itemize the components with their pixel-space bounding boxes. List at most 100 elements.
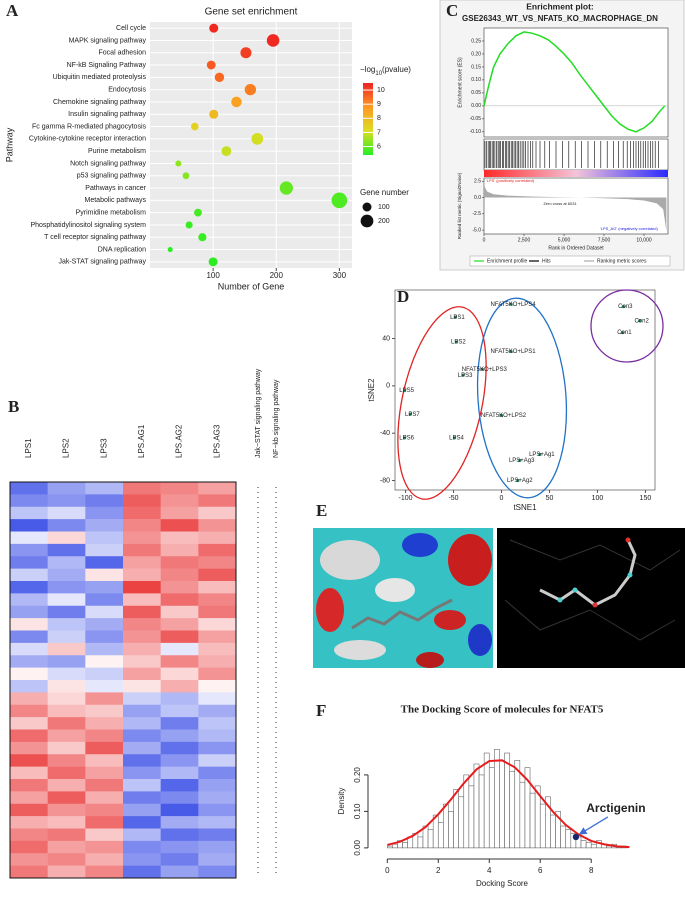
heat-cell bbox=[160, 704, 199, 718]
heat-cell bbox=[123, 519, 161, 532]
heat-cell bbox=[47, 754, 86, 767]
heat-cell bbox=[47, 568, 86, 582]
heat-cell bbox=[160, 543, 199, 557]
heat-cell bbox=[10, 840, 48, 854]
heat-cell bbox=[47, 605, 86, 619]
point bbox=[221, 146, 232, 157]
heat-cell bbox=[85, 766, 124, 780]
heat-cell bbox=[123, 754, 161, 767]
heat-cell bbox=[10, 853, 48, 866]
heat-cell bbox=[198, 519, 237, 532]
atom bbox=[592, 602, 598, 608]
heat-cell bbox=[198, 630, 237, 644]
point bbox=[214, 72, 225, 83]
category-label: Insulin signaling pathway bbox=[68, 111, 146, 118]
heat-cell bbox=[123, 655, 161, 668]
category-label: Pyrimidine metabolism bbox=[76, 209, 147, 216]
heat-cell bbox=[47, 655, 86, 668]
heat-cell bbox=[160, 779, 199, 792]
heat-cell bbox=[198, 865, 237, 879]
point-label: LPS5 bbox=[399, 388, 414, 394]
heat-cell bbox=[160, 680, 199, 693]
point-label: Con3 bbox=[618, 304, 633, 310]
heat-cell bbox=[160, 853, 199, 866]
surface-patch bbox=[334, 640, 386, 660]
heat-cell bbox=[85, 803, 124, 817]
heat-cell bbox=[123, 717, 161, 730]
heat-cell bbox=[85, 618, 124, 631]
point bbox=[516, 478, 520, 483]
docking-images bbox=[313, 528, 685, 668]
heat-cell bbox=[47, 519, 86, 532]
bar bbox=[483, 752, 490, 849]
point bbox=[453, 315, 458, 319]
point bbox=[182, 172, 190, 180]
point bbox=[175, 160, 182, 167]
surface-patch bbox=[375, 578, 415, 602]
panel-letter: A bbox=[6, 1, 19, 20]
point-label: LPS+Ag2 bbox=[507, 478, 533, 484]
category-label: Focal adhesion bbox=[99, 50, 147, 57]
column-label: LPS.AG2 bbox=[175, 424, 184, 458]
y-axis-label: Enrichment score (ES) bbox=[457, 57, 463, 108]
point bbox=[209, 109, 219, 119]
heat-cell bbox=[160, 482, 199, 495]
heat-cell bbox=[123, 506, 161, 520]
heat-cell bbox=[198, 556, 237, 569]
x-tick-label: 5,000 bbox=[558, 237, 571, 243]
x-tick-label: 0 bbox=[385, 866, 390, 875]
chart-title: Gene set enrichment bbox=[205, 7, 298, 18]
heat-cell bbox=[10, 680, 48, 693]
point-label: LPS1 bbox=[450, 315, 465, 321]
point bbox=[509, 349, 513, 354]
heat-cell bbox=[85, 593, 124, 607]
heat-cell bbox=[85, 642, 124, 656]
x-axis-label: Rank in Ordered Dataset bbox=[548, 245, 604, 251]
size-legend-point bbox=[360, 214, 374, 228]
y-tick-label: -40 bbox=[380, 430, 390, 437]
point bbox=[620, 331, 624, 335]
bar bbox=[494, 749, 500, 849]
point-label: LPS+Ag1 bbox=[529, 452, 555, 458]
atom bbox=[627, 572, 633, 578]
heat-cell bbox=[85, 568, 124, 582]
point-label: NFAT5KO+LPS4 bbox=[491, 302, 537, 308]
heat-cell bbox=[85, 506, 124, 520]
cluster-outline bbox=[397, 306, 487, 500]
point bbox=[452, 436, 457, 440]
color-tick-label: 10 bbox=[377, 87, 385, 94]
heat-cell bbox=[85, 840, 124, 854]
bar bbox=[499, 760, 505, 849]
heat-cell bbox=[198, 568, 237, 582]
x-tick-label: 7,500 bbox=[598, 237, 611, 243]
annotation: 'LPS' (positively correlated) bbox=[486, 178, 535, 183]
color-bar bbox=[363, 83, 373, 155]
heat-cell bbox=[123, 828, 161, 842]
point bbox=[509, 302, 513, 306]
heat-cell bbox=[198, 605, 237, 619]
category-label: DNA replication bbox=[98, 246, 146, 253]
heat-cell bbox=[85, 581, 124, 594]
x-tick-label: 2 bbox=[436, 866, 441, 875]
column-label: LPS1 bbox=[24, 438, 33, 458]
heat-cell bbox=[160, 581, 199, 594]
point bbox=[408, 412, 412, 416]
highlight-point bbox=[572, 833, 580, 841]
heat-cell bbox=[10, 779, 48, 792]
heat-cell bbox=[85, 692, 124, 706]
heat-cell bbox=[10, 828, 48, 842]
bar bbox=[580, 840, 587, 849]
x-tick-label: 100 bbox=[206, 271, 220, 280]
heat-cell bbox=[47, 692, 86, 706]
y-tick-label: -5.0 bbox=[472, 227, 481, 233]
heat-cell bbox=[160, 556, 199, 569]
point-label: LPS+Ag3 bbox=[509, 458, 535, 464]
heat-cell bbox=[47, 543, 86, 557]
heat-cell bbox=[160, 618, 199, 631]
heat-cell bbox=[123, 840, 161, 854]
heat-cell bbox=[85, 717, 124, 730]
column-label: LPS3 bbox=[99, 438, 108, 458]
column-label: LPS2 bbox=[62, 438, 71, 458]
color-tick-label: 6 bbox=[377, 143, 381, 150]
y-tick-label: -80 bbox=[380, 477, 390, 484]
